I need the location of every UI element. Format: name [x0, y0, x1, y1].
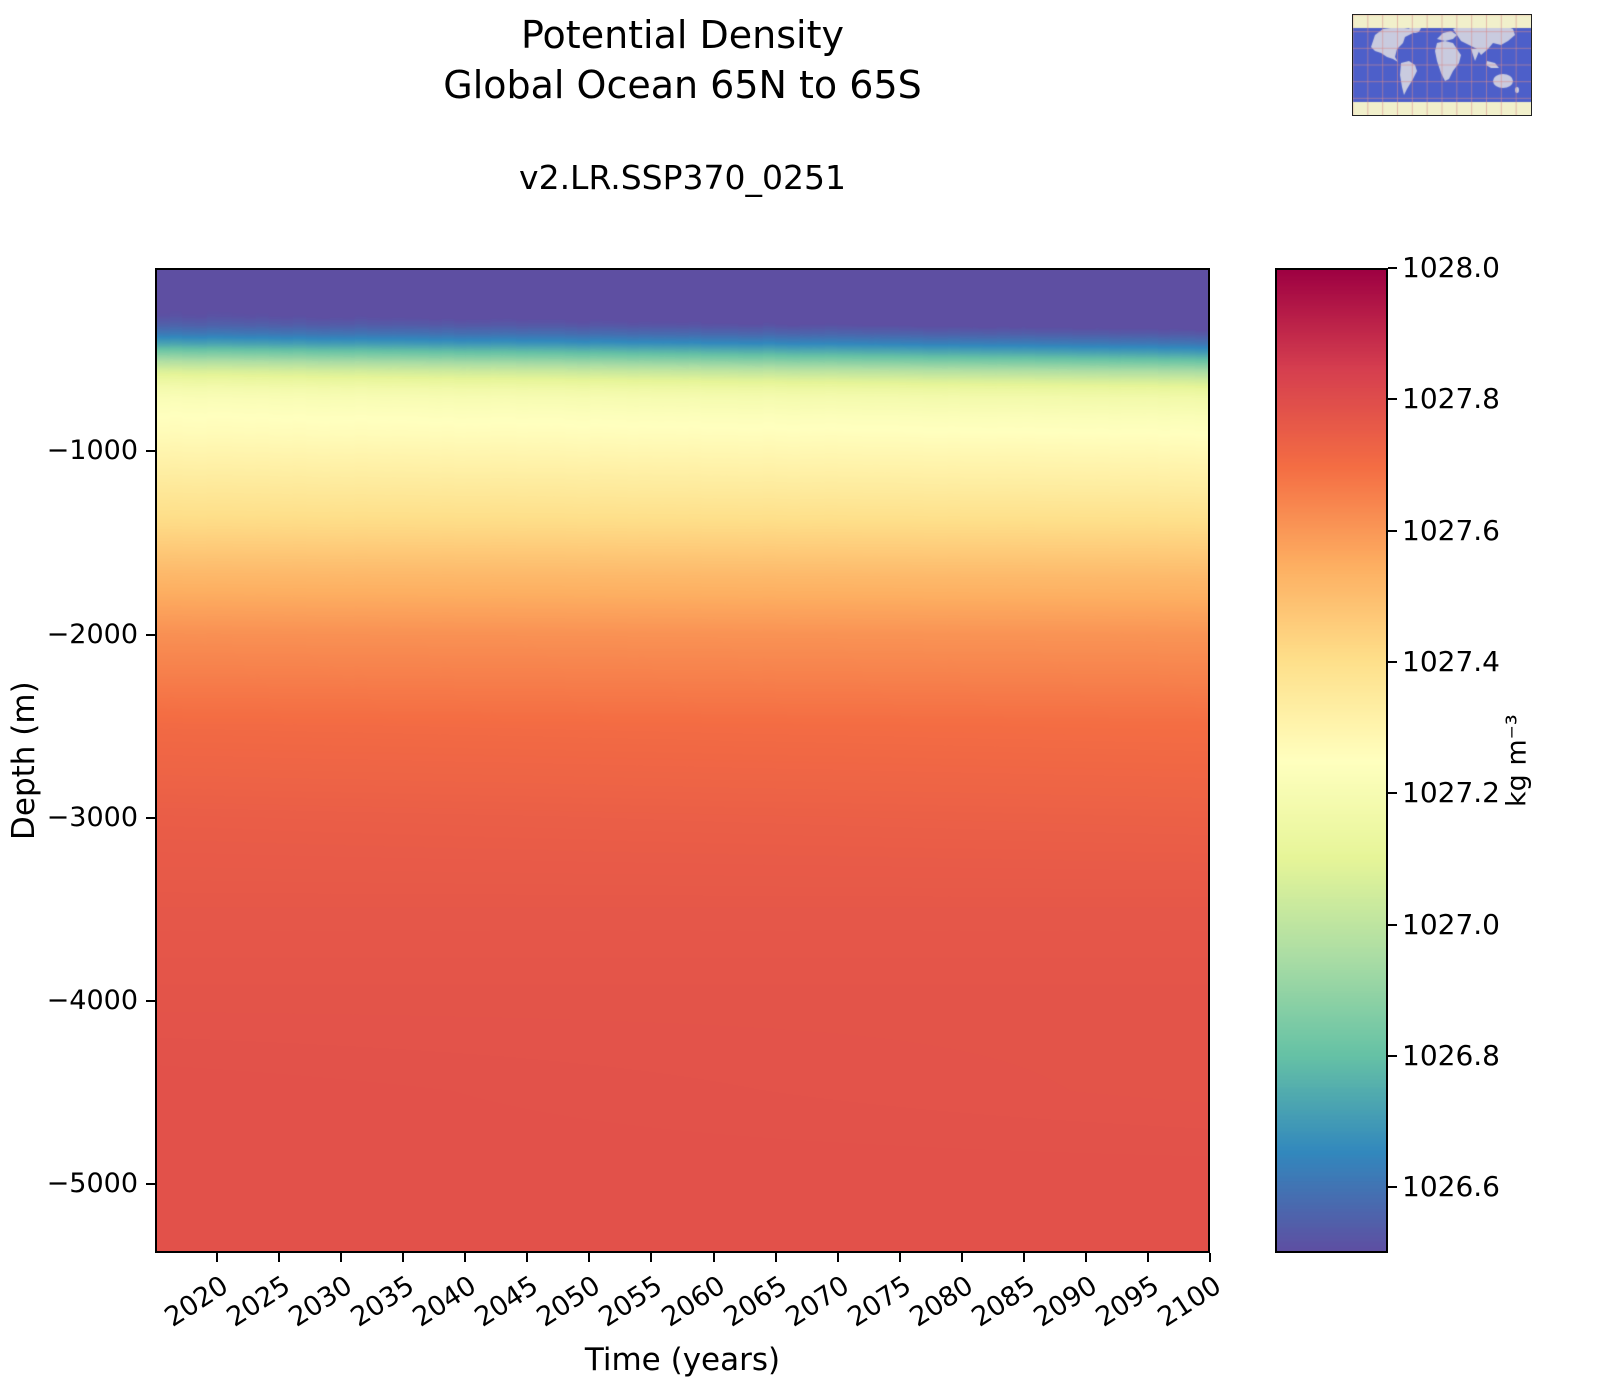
y-tick-label: −1000	[46, 435, 138, 467]
x-tick-mark	[1209, 1253, 1211, 1262]
y-tick-mark	[146, 633, 155, 636]
x-tick-mark	[340, 1253, 343, 1262]
x-tick-mark	[464, 1253, 467, 1262]
chart-title-line1: Potential Density	[520, 13, 845, 57]
y-tick-label: −2000	[46, 618, 138, 650]
x-tick-mark	[216, 1253, 219, 1262]
x-tick-mark	[774, 1253, 777, 1262]
x-tick-mark	[1084, 1253, 1087, 1262]
x-tick-mark	[526, 1253, 529, 1262]
colorbar	[1275, 268, 1388, 1253]
y-tick-label: −3000	[46, 801, 138, 833]
heatmap-plot-area	[155, 268, 1210, 1253]
colorbar-tick-mark	[1388, 529, 1397, 532]
y-tick-label: −5000	[46, 1168, 138, 1200]
colorbar-tick-label: 1027.6	[1402, 513, 1500, 547]
y-tick-mark	[146, 1183, 155, 1186]
x-tick-mark	[278, 1253, 281, 1262]
y-tick-mark	[146, 816, 155, 819]
x-tick-mark	[960, 1253, 963, 1262]
colorbar-tick-label: 1027.2	[1402, 776, 1500, 810]
colorbar-tick-label: 1027.0	[1402, 907, 1500, 941]
colorbar-tick-mark	[1388, 1186, 1397, 1189]
x-tick-mark	[588, 1253, 591, 1262]
colorbar-tick-label: 1027.4	[1402, 645, 1500, 678]
colorbar-tick-mark	[1388, 792, 1397, 795]
colorbar-tick-mark	[1388, 1055, 1397, 1057]
colorbar-tick-mark	[1388, 267, 1397, 269]
x-tick-mark	[712, 1253, 715, 1262]
y-tick-mark	[146, 450, 155, 453]
colorbar-tick-label: 1027.8	[1402, 382, 1500, 416]
colorbar-canvas	[1277, 270, 1386, 1251]
colorbar-label: kg m⁻³	[1501, 714, 1533, 807]
x-tick-mark	[650, 1253, 653, 1262]
x-tick-mark	[836, 1253, 839, 1262]
heatmap-canvas	[157, 270, 1208, 1251]
y-tick-mark	[146, 1000, 155, 1003]
x-tick-mark	[1146, 1253, 1149, 1262]
x-tick-mark	[1022, 1253, 1025, 1262]
colorbar-tick-mark	[1388, 923, 1397, 926]
chart-title: Potential Density Global Ocean 65N to 65…	[155, 10, 1210, 110]
colorbar-tick-mark	[1388, 398, 1397, 401]
y-axis-label: Depth (m)	[6, 681, 42, 840]
globe-map-canvas	[1353, 15, 1531, 115]
chart-title-line2: Global Ocean 65N to 65S	[443, 63, 922, 108]
colorbar-tick-label: 1026.8	[1402, 1039, 1500, 1072]
x-tick-mark	[402, 1253, 405, 1262]
colorbar-tick-label: 1028.0	[1402, 251, 1500, 284]
chart-subtitle: v2.LR.SSP370_0251	[519, 158, 846, 197]
x-axis-label: Time (years)	[584, 1342, 781, 1378]
colorbar-tick-mark	[1388, 661, 1397, 663]
y-tick-label: −4000	[46, 985, 138, 1017]
colorbar-tick-label: 1026.6	[1402, 1170, 1500, 1204]
globe-map-thumbnail	[1352, 14, 1532, 116]
x-tick-mark	[898, 1253, 901, 1262]
